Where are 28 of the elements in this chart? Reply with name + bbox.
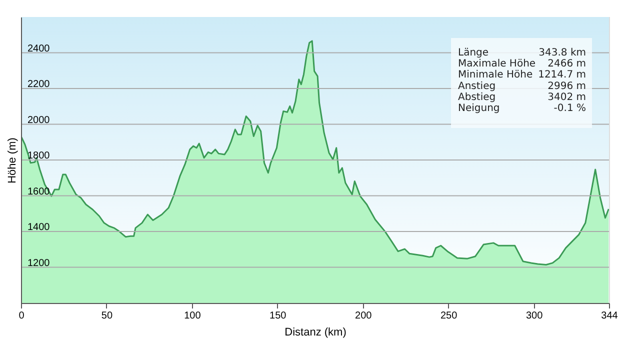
y-axis-title: Höhe (m)	[6, 138, 18, 184]
x-tick-label: 200	[355, 310, 372, 322]
annotation: Abstieg	[458, 92, 496, 103]
annotation: 3402 m	[548, 92, 586, 103]
annotation: Minimale Höhe	[458, 70, 533, 81]
y-tick-label: 2400	[28, 43, 50, 54]
x-tick-label: 300	[526, 310, 544, 322]
x-axis-title: Distanz (km)	[284, 326, 346, 338]
annotation: 343.8 km	[538, 48, 586, 59]
x-tick-label: 250	[440, 310, 458, 322]
x-tick-label: 0	[18, 310, 25, 322]
annotation: 1214.7 m	[538, 70, 586, 81]
y-tick-label: 2200	[28, 79, 50, 90]
x-tick-label: 150	[270, 310, 287, 322]
y-tick-label: 2000	[28, 114, 50, 126]
annotation: Länge	[458, 48, 489, 59]
annotation: Maximale Höhe	[458, 58, 536, 70]
y-tick-label: 1600	[28, 186, 50, 198]
annotation: 2466 m	[548, 58, 586, 70]
annotation: -0.1 %	[554, 102, 586, 114]
annotation: Anstieg	[458, 80, 496, 92]
x-tick-label: 100	[184, 310, 202, 322]
y-tick-label: 1400	[28, 222, 50, 233]
x-tick-label: 50	[101, 310, 113, 322]
x-tick-label: 344	[601, 310, 618, 322]
annotation: 2996 m	[548, 80, 586, 92]
annotation: Neigung	[458, 102, 500, 114]
y-tick-label: 1200	[28, 258, 50, 269]
